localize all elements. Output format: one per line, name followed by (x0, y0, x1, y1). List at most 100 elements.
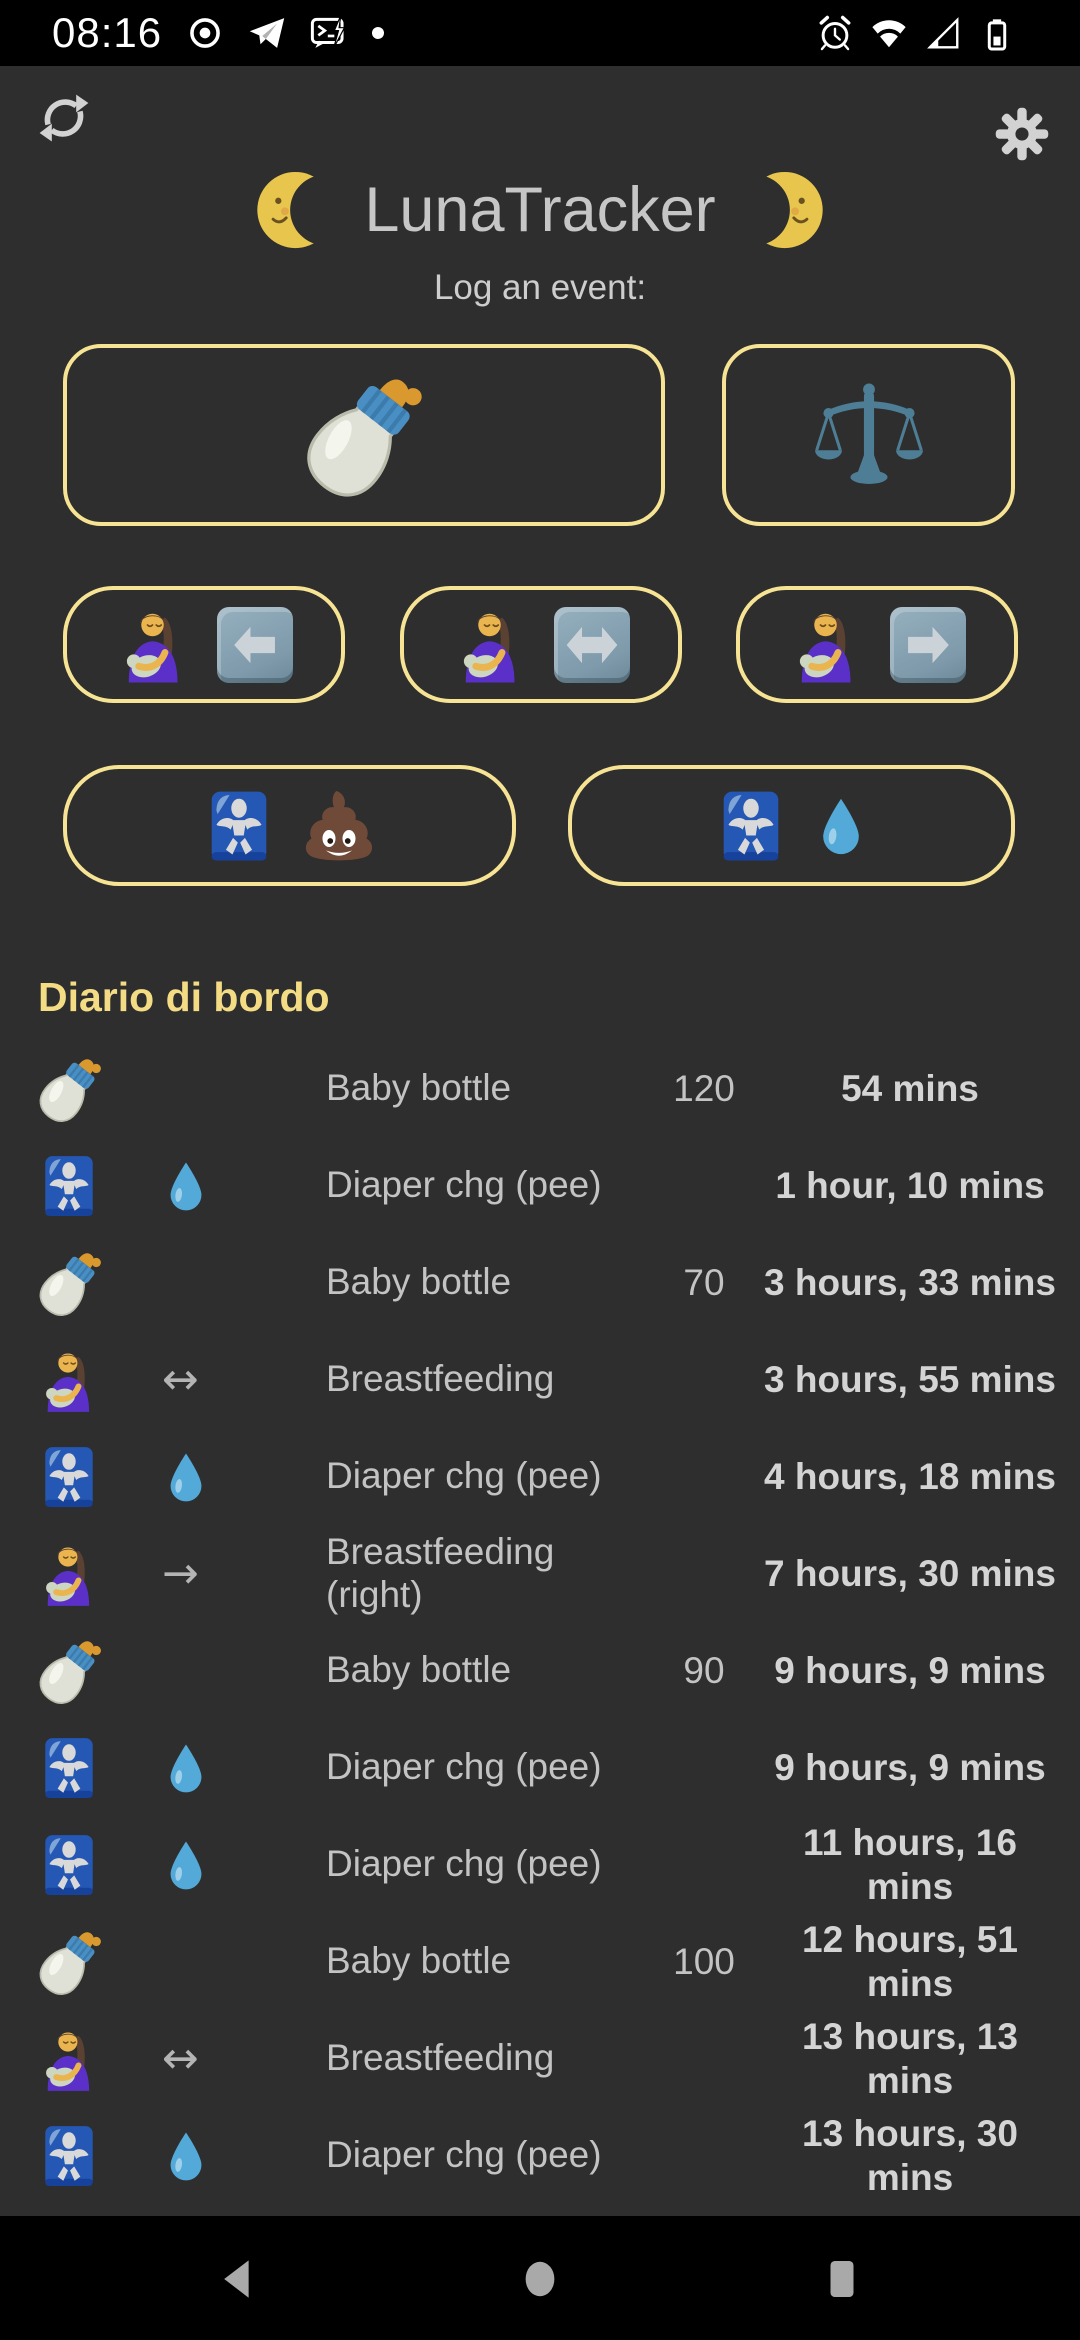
event-name: Baby bottle (326, 1940, 512, 1982)
droplet-icon (160, 1154, 212, 1218)
sync-icon (34, 88, 94, 148)
log-entry-row[interactable]: Diaper chg (pee) 1 hour, 10 mins (0, 1137, 1080, 1234)
arrow-right-glyph: → (162, 1547, 199, 1599)
log-breastfeed-right-button[interactable] (736, 586, 1018, 703)
event-time-ago: 12 hours, 51 mins (802, 1918, 1018, 2004)
log-buttons-row-1 (63, 344, 1015, 526)
page-title: LunaTracker (364, 175, 716, 245)
event-name: Breastfeeding (326, 2037, 555, 2079)
moon-left-icon (256, 168, 340, 252)
baby-symbol-icon (201, 786, 277, 866)
notification-dot-icon (372, 27, 385, 39)
sms-lightning-icon (310, 14, 348, 52)
status-time: 08:16 (52, 9, 163, 56)
log-bottle-button[interactable] (63, 344, 665, 526)
log-breastfeed-both-button[interactable] (399, 586, 682, 703)
log-entry-row[interactable]: Diaper chg (pee) 11 hours, 16 mins (0, 1816, 1080, 1913)
event-quantity: 100 (673, 1940, 735, 1982)
event-name: Diaper chg (pee) (326, 1746, 602, 1788)
settings-button[interactable] (992, 104, 1052, 164)
log-buttons-row-3 (63, 765, 1015, 886)
event-time-ago: 11 hours, 16 mins (803, 1821, 1017, 1907)
event-name: Diaper chg (pee) (326, 1843, 602, 1885)
sync-button[interactable] (34, 88, 94, 148)
log-entry-row[interactable]: ↔ Breastfeeding 13 hours, 13 mins (0, 2010, 1080, 2107)
cell-signal-icon (924, 14, 962, 52)
event-name: Diaper chg (pee) (326, 2134, 602, 2176)
breastfeeding-icon (788, 605, 868, 685)
breastfeeding-icon (36, 1540, 104, 1608)
event-quantity: 70 (683, 1261, 725, 1303)
arrow-right-icon (890, 606, 966, 683)
event-time-ago: 9 hours, 9 mins (774, 1746, 1046, 1788)
baby-bottle-icon (25, 1915, 115, 2008)
event-time-ago: 3 hours, 55 mins (764, 1358, 1056, 1400)
logbook-list[interactable]: Baby bottle 120 54 mins Diaper chg (pee)… (0, 1040, 1080, 2216)
baby-symbol-icon (36, 1151, 102, 1221)
record-dot-icon (186, 14, 224, 52)
breastfeeding-icon (36, 2025, 104, 2093)
event-name: Breastfeeding (right) (326, 1530, 555, 1615)
log-entry-row[interactable]: Diaper chg (pee) 9 hours, 9 mins (0, 1719, 1080, 1816)
event-quantity: 90 (683, 1649, 725, 1691)
telegram-icon (248, 14, 286, 52)
log-entry-row[interactable]: → Breastfeeding (right) 7 hours, 30 mins (0, 1525, 1080, 1622)
droplet-icon (160, 1833, 212, 1897)
breastfeeding-icon (452, 605, 532, 685)
log-weigh-button[interactable] (722, 344, 1015, 526)
arrow-both-glyph: ↔ (162, 1353, 199, 1405)
event-time-ago: 4 hours, 18 mins (764, 1455, 1056, 1497)
status-bar-left: 08:16 (0, 9, 385, 57)
event-name: Baby bottle (326, 1649, 512, 1691)
android-nav-bar (0, 2216, 1080, 2340)
nav-back-icon[interactable] (217, 2256, 263, 2302)
event-name: Baby bottle (326, 1261, 512, 1303)
event-time-ago: 3 hours, 33 mins (764, 1261, 1056, 1303)
event-name: Diaper chg (pee) (326, 1455, 602, 1497)
baby-bottle-icon (281, 349, 448, 522)
event-time-ago: 13 hours, 30 mins (802, 2112, 1018, 2198)
event-name: Breastfeeding (326, 1358, 555, 1400)
app-header: LunaTracker (0, 168, 1080, 252)
baby-bottle-icon (25, 1236, 115, 1329)
log-diaper-poop-button[interactable] (63, 765, 516, 886)
baby-symbol-icon (36, 2121, 102, 2191)
nav-home-icon[interactable] (517, 2256, 563, 2302)
event-time-ago: 1 hour, 10 mins (775, 1164, 1045, 1206)
log-entry-row[interactable]: Baby bottle 100 12 hours, 51 mins (0, 1913, 1080, 2010)
event-time-ago: 54 mins (841, 1067, 979, 1109)
log-diaper-pee-button[interactable] (568, 765, 1015, 886)
baby-symbol-icon (36, 1442, 102, 1512)
log-entry-row[interactable]: Diaper chg (pee) 13 hours, 30 mins (0, 2107, 1080, 2204)
logbook-heading: Diario di bordo (38, 974, 330, 1020)
log-event-label: Log an event: (433, 268, 647, 307)
log-entry-row[interactable]: Baby bottle 90 9 hours, 9 mins (0, 1622, 1080, 1719)
event-time-ago: 7 hours, 30 mins (764, 1552, 1056, 1594)
event-name: Diaper chg (pee) (326, 1164, 602, 1206)
log-buttons-row-2 (63, 586, 1018, 703)
alarm-clock-icon (816, 14, 854, 52)
log-entry-row[interactable]: Diaper chg (pee) 4 hours, 18 mins (0, 1428, 1080, 1525)
battery-icon (978, 14, 1016, 52)
event-quantity: 120 (673, 1067, 735, 1109)
droplet-icon (160, 1445, 212, 1509)
arrow-left-icon (217, 606, 293, 683)
gear-icon (992, 104, 1052, 164)
baby-bottle-icon (25, 1042, 115, 1135)
log-entry-row[interactable]: ↔ Breastfeeding 3 hours, 55 mins (0, 1331, 1080, 1428)
status-bar-right (816, 14, 1080, 52)
event-time-ago: 13 hours, 13 mins (802, 2015, 1018, 2101)
breastfeeding-icon (36, 1346, 104, 1414)
log-breastfeed-left-button[interactable] (63, 586, 345, 703)
arrow-both-icon (553, 606, 630, 683)
log-entry-row[interactable]: Baby bottle 120 54 mins (0, 1040, 1080, 1137)
baby-symbol-icon (713, 786, 789, 866)
droplet-icon (160, 2124, 212, 2188)
log-entry-row[interactable]: Baby bottle 70 3 hours, 33 mins (0, 1234, 1080, 1331)
nav-recents-icon[interactable] (819, 2256, 865, 2302)
event-time-ago: 9 hours, 9 mins (774, 1649, 1046, 1691)
balance-scale-icon (815, 381, 923, 489)
poop-icon (299, 786, 379, 866)
droplet-icon (160, 1736, 212, 1800)
